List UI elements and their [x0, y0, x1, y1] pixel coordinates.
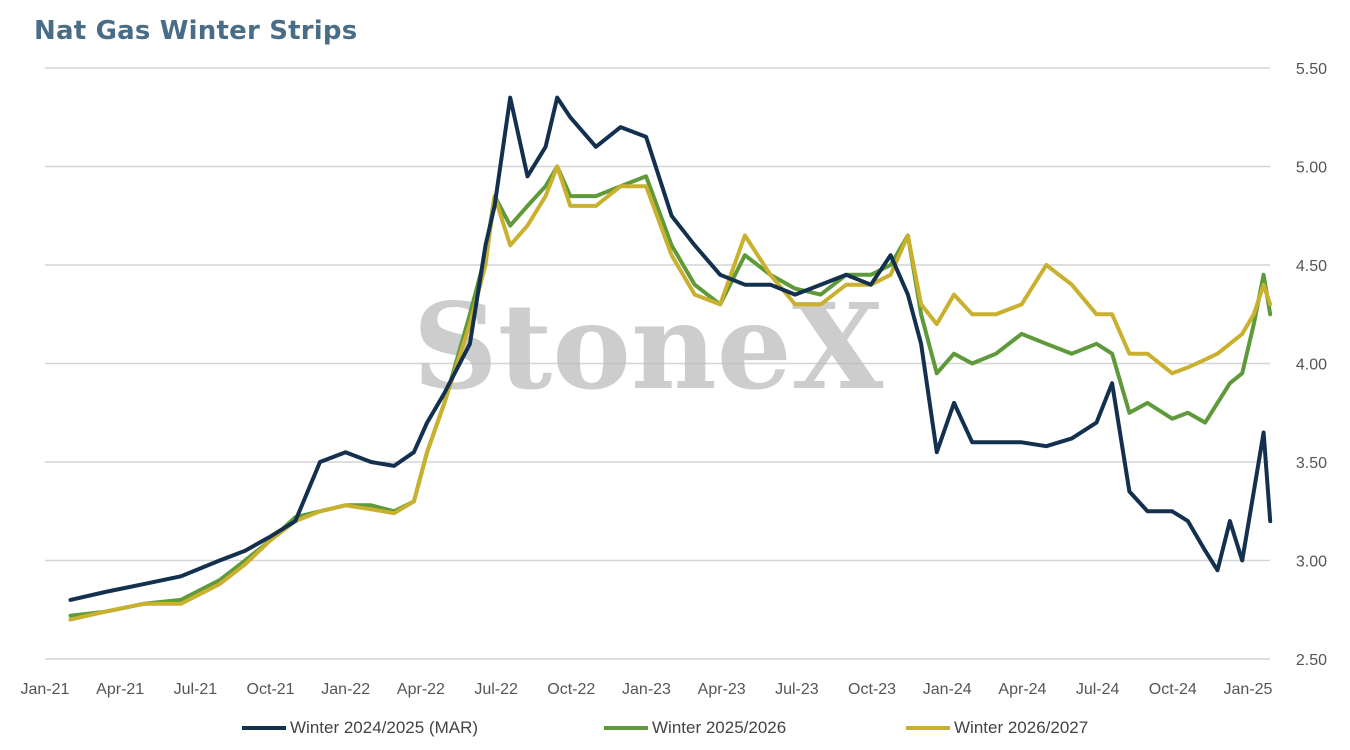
chart-title: Nat Gas Winter Strips: [34, 16, 358, 46]
x-tick-label: Jan-23: [622, 681, 671, 698]
legend-swatch-gold: [906, 726, 950, 730]
legend-swatch-navy: [242, 726, 286, 730]
series-line-0: [68, 95, 1273, 602]
y-tick-label: 3.00: [1296, 554, 1327, 571]
x-tick-label: Oct-24: [1149, 681, 1197, 698]
legend-label: Winter 2025/2026: [652, 718, 787, 737]
x-tick-label: Jan-22: [321, 681, 370, 698]
x-tick-label: Apr-22: [397, 681, 445, 698]
y-tick-label: 4.50: [1296, 258, 1327, 275]
x-tick-label: Oct-23: [848, 681, 896, 698]
x-tick-label: Jan-24: [923, 681, 972, 698]
watermark-text: StoneX: [413, 277, 884, 416]
legend-swatch-green: [604, 726, 648, 730]
x-tick-label: Oct-21: [247, 681, 295, 698]
legend-item-winter-2026-2027: Winter 2026/2027: [906, 718, 1088, 738]
series-lines: [68, 95, 1273, 622]
y-tick-label: 2.50: [1296, 652, 1327, 669]
legend-label: Winter 2026/2027: [954, 718, 1089, 737]
x-axis-ticks: Jan-21 Apr-21 Jul-21 Oct-21 Jan-22 Apr-22 Jul-…: [21, 681, 1273, 698]
y-tick-label: 5.00: [1296, 160, 1327, 177]
x-tick-label: Apr-24: [998, 681, 1046, 698]
y-tick-label: 4.00: [1296, 357, 1327, 374]
x-tick-label: Jul-22: [474, 681, 518, 698]
legend-label: Winter 2024/2025 (MAR): [290, 718, 479, 737]
x-tick-label: Apr-23: [698, 681, 746, 698]
x-tick-label: Jul-21: [174, 681, 218, 698]
x-tick-label: Oct-22: [547, 681, 595, 698]
series-line-2: [68, 164, 1273, 622]
y-axis-ticks: 2.50 3.00 3.50 4.00 4.50 5.00 5.50: [1296, 61, 1327, 669]
legend-item-winter-2024-2025: Winter 2024/2025 (MAR): [242, 718, 478, 738]
x-tick-label: Jul-23: [775, 681, 819, 698]
x-tick-label: Jul-24: [1076, 681, 1120, 698]
y-tick-label: 3.50: [1296, 455, 1327, 472]
y-tick-label: 5.50: [1296, 61, 1327, 78]
legend-item-winter-2025-2026: Winter 2025/2026: [604, 718, 786, 738]
x-tick-label: Jan-21: [21, 681, 70, 698]
x-tick-label: Apr-21: [96, 681, 144, 698]
x-tick-label: Jan-25: [1224, 681, 1273, 698]
